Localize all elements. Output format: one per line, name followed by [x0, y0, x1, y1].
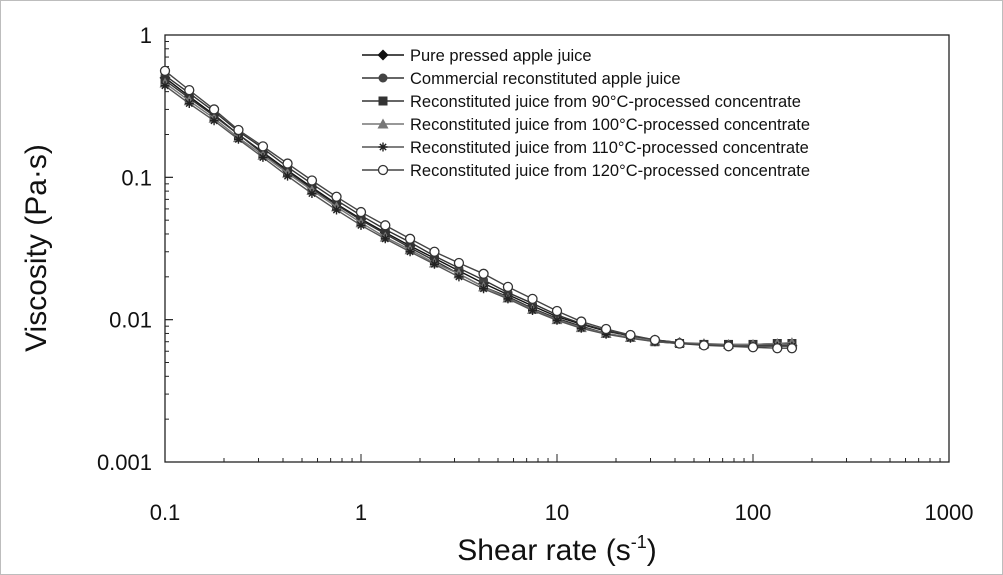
- data-point-square: [378, 96, 388, 106]
- data-point-asterisk: [184, 99, 194, 109]
- y-tick-label: 0.1: [121, 165, 152, 190]
- data-point-open-circle: [674, 338, 685, 349]
- data-point-asterisk: [429, 259, 439, 269]
- data-point-asterisk: [503, 294, 513, 304]
- y-tick-labels: 0.001 0.01 0.1 1: [97, 23, 152, 475]
- y-axis-title: Viscosity (Pa·s): [20, 144, 53, 352]
- legend-label: Reconstituted juice from 110°C-processed…: [410, 139, 809, 157]
- data-point-asterisk: [405, 247, 415, 257]
- data-point-asterisk: [479, 284, 489, 294]
- data-point-open-circle: [282, 158, 293, 169]
- axis-ticks: [164, 34, 950, 463]
- legend-entry-3: Reconstituted juice from 90°C-processed …: [362, 93, 801, 111]
- data-point-open-circle: [355, 206, 367, 218]
- data-point-asterisk: [160, 81, 170, 91]
- data-point-open-circle: [233, 124, 244, 136]
- data-point-open-circle: [380, 220, 391, 231]
- series-6: [159, 65, 798, 354]
- x-tick-label: 10: [545, 500, 569, 525]
- legend-label: Reconstituted juice from 90°C-processed …: [410, 93, 801, 111]
- data-point-asterisk: [601, 329, 611, 339]
- data-point-open-circle: [306, 175, 318, 186]
- data-point-asterisk: [332, 205, 342, 215]
- legend-entry-2: Commercial reconstituted apple juice: [362, 70, 681, 88]
- legend-entry-4: Reconstituted juice from 100°C-processed…: [362, 116, 810, 134]
- y-tick-label: 0.001: [97, 450, 152, 475]
- data-point-open-circle: [184, 84, 195, 96]
- legend-label: Reconstituted juice from 120°C-processed…: [410, 162, 810, 180]
- data-point-asterisk: [454, 272, 464, 282]
- data-point-open-circle: [404, 233, 416, 244]
- legend-entry-5: Reconstituted juice from 110°C-processed…: [362, 139, 809, 157]
- data-point-asterisk: [209, 116, 219, 126]
- data-point-open-circle: [453, 257, 465, 269]
- data-point-asterisk: [233, 134, 243, 144]
- data-point-asterisk: [283, 171, 293, 181]
- data-point-open-circle: [257, 141, 269, 152]
- x-tick-labels: 0.1 1 10 100 1000: [150, 500, 974, 525]
- x-axis-title-end: ): [647, 534, 657, 567]
- data-point-diamond: [377, 49, 389, 61]
- x-tick-label: 0.1: [150, 500, 181, 525]
- data-point-open-circle: [208, 104, 220, 115]
- data-point-asterisk: [528, 305, 538, 315]
- legend-entry-1: Pure pressed apple juice: [362, 47, 592, 65]
- data-point-circle: [378, 73, 388, 83]
- data-point-open-circle: [478, 268, 489, 279]
- data-point-triangle: [377, 118, 389, 129]
- data-point-asterisk: [380, 234, 390, 244]
- data-point-open-circle: [527, 293, 538, 305]
- data-point-open-circle: [159, 65, 171, 76]
- legend-entry-6: Reconstituted juice from 120°C-processed…: [362, 162, 810, 180]
- data-point-open-circle: [649, 334, 661, 346]
- series-layer: [159, 65, 798, 354]
- data-point-open-circle: [502, 281, 514, 293]
- x-axis-title-main: Shear rate (s: [457, 534, 630, 567]
- data-point-asterisk: [258, 152, 268, 162]
- data-point-open-circle: [429, 246, 440, 257]
- data-point-open-circle: [698, 340, 710, 351]
- legend-label: Pure pressed apple juice: [410, 47, 592, 65]
- data-point-open-circle: [600, 323, 612, 335]
- data-point-open-circle: [377, 164, 389, 176]
- data-point-asterisk: [378, 142, 388, 152]
- y-tick-label: 1: [140, 23, 152, 48]
- data-point-asterisk: [576, 323, 586, 333]
- data-point-open-circle: [723, 341, 734, 352]
- x-tick-label: 1000: [925, 500, 974, 525]
- x-tick-label: 100: [735, 500, 772, 525]
- x-axis-title: Shear rate (s-1): [457, 532, 656, 567]
- data-point-open-circle: [747, 342, 759, 353]
- legend-label: Commercial reconstituted apple juice: [410, 70, 681, 88]
- data-point-open-circle: [551, 305, 563, 317]
- data-point-open-circle: [331, 191, 342, 202]
- data-point-open-circle: [625, 329, 636, 341]
- legend: Pure pressed apple juice Commercial recon…: [362, 47, 810, 180]
- data-point-open-circle: [772, 343, 783, 354]
- data-point-asterisk: [356, 220, 366, 230]
- x-tick-label: 1: [355, 500, 367, 525]
- legend-label: Reconstituted juice from 100°C-processed…: [410, 116, 810, 134]
- data-point-open-circle: [576, 316, 587, 327]
- data-point-asterisk: [552, 315, 562, 325]
- data-point-asterisk: [307, 188, 317, 198]
- x-axis-title-superscript: -1: [631, 532, 647, 552]
- data-point-open-circle: [786, 343, 798, 354]
- y-tick-label: 0.01: [109, 308, 152, 333]
